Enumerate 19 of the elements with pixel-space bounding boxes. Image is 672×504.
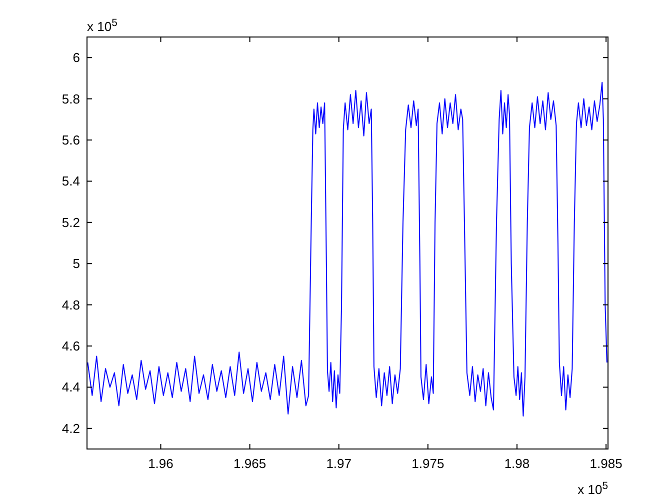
x-tick-label: 1.96: [148, 456, 174, 471]
y-tick-label: 5.4: [62, 174, 80, 189]
y-tick-label: 4.6: [62, 338, 80, 354]
y-tick-label: 4.4: [62, 380, 80, 395]
y-tick-label: 5.6: [62, 132, 80, 148]
text: x 10$^{5}$: [87, 18, 118, 34]
x-tick-label: 1.98: [504, 456, 530, 471]
y-tick-label: 6: [72, 50, 80, 66]
x-tick-label: 1.965: [234, 456, 266, 471]
x-tick-label: 1.975: [412, 456, 444, 471]
text: x 10$^{5}$: [578, 480, 608, 497]
y-tick-label: 5: [72, 256, 80, 272]
y-tick-label: 4.8: [62, 297, 80, 312]
y-tick-label: 4.2: [62, 420, 80, 436]
y-tick-label: 5.2: [62, 214, 80, 230]
x-tick-label: 1.97: [326, 456, 352, 471]
line-series: [87, 82, 608, 417]
y-tick-label: 5.8: [62, 91, 80, 106]
x-tick-label: 1.985: [590, 456, 622, 471]
